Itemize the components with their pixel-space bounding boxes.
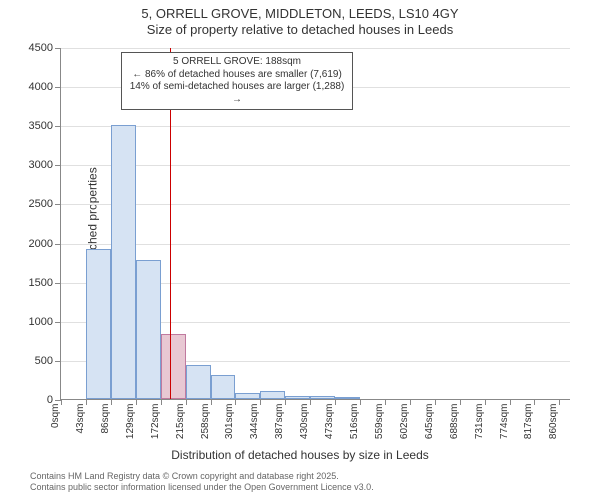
x-tick-label: 559sqm bbox=[374, 404, 385, 440]
x-tick-label: 215sqm bbox=[175, 404, 186, 440]
footer-line1: Contains HM Land Registry data © Crown c… bbox=[30, 471, 374, 483]
histogram-bar bbox=[235, 393, 260, 399]
x-tick bbox=[310, 399, 311, 405]
x-tick bbox=[410, 399, 411, 405]
x-tick-label: 774sqm bbox=[499, 404, 510, 440]
histogram-bar bbox=[335, 397, 360, 399]
x-tick-label: 817sqm bbox=[523, 404, 534, 440]
x-tick bbox=[335, 399, 336, 405]
histogram-bar bbox=[310, 396, 335, 399]
gridline-h bbox=[61, 165, 570, 166]
x-tick-label: 301sqm bbox=[224, 404, 235, 440]
x-tick-label: 430sqm bbox=[299, 404, 310, 440]
y-tick-label: 4000 bbox=[29, 81, 61, 93]
annotation-line1: 5 ORRELL GROVE: 188sqm bbox=[128, 56, 346, 69]
x-tick-label: 387sqm bbox=[274, 404, 285, 440]
y-tick-label: 1000 bbox=[29, 316, 61, 328]
x-tick-label: 860sqm bbox=[548, 404, 559, 440]
x-tick bbox=[534, 399, 535, 405]
y-tick-label: 2500 bbox=[29, 198, 61, 210]
x-tick-label: 0sqm bbox=[50, 404, 61, 428]
x-tick bbox=[86, 399, 87, 405]
histogram-bar bbox=[111, 125, 136, 399]
histogram-bar bbox=[161, 334, 186, 399]
x-tick-label: 43sqm bbox=[75, 404, 86, 434]
annotation-line2: ← 86% of detached houses are smaller (7,… bbox=[128, 69, 346, 82]
x-tick bbox=[385, 399, 386, 405]
x-tick-label: 129sqm bbox=[125, 404, 136, 440]
annotation-box: 5 ORRELL GROVE: 188sqm ← 86% of detached… bbox=[121, 52, 353, 110]
y-tick-label: 3000 bbox=[29, 159, 61, 171]
histogram-bar bbox=[186, 365, 211, 399]
x-tick-label: 344sqm bbox=[249, 404, 260, 440]
x-tick bbox=[360, 399, 361, 405]
x-tick-label: 516sqm bbox=[349, 404, 360, 440]
x-axis-label: Distribution of detached houses by size … bbox=[171, 448, 429, 462]
histogram-bar bbox=[260, 391, 285, 399]
histogram-bar bbox=[285, 396, 310, 399]
histogram-bar bbox=[86, 249, 111, 399]
y-tick-label: 1500 bbox=[29, 277, 61, 289]
histogram-bar bbox=[136, 260, 161, 399]
gridline-h bbox=[61, 126, 570, 127]
x-tick-label: 645sqm bbox=[424, 404, 435, 440]
gridline-h bbox=[61, 244, 570, 245]
footer: Contains HM Land Registry data © Crown c… bbox=[30, 471, 374, 494]
x-tick-label: 172sqm bbox=[150, 404, 161, 440]
y-tick-label: 500 bbox=[35, 355, 61, 367]
gridline-h bbox=[61, 48, 570, 49]
x-tick bbox=[260, 399, 261, 405]
x-tick-label: 258sqm bbox=[200, 404, 211, 440]
plot-area: 0500100015002000250030003500400045000sqm… bbox=[60, 48, 570, 400]
x-tick-label: 602sqm bbox=[399, 404, 410, 440]
x-tick-label: 731sqm bbox=[474, 404, 485, 440]
y-tick-label: 2000 bbox=[29, 238, 61, 250]
y-tick-label: 4500 bbox=[29, 42, 61, 54]
annotation-line3: 14% of semi-detached houses are larger (… bbox=[128, 81, 346, 106]
x-tick bbox=[235, 399, 236, 405]
x-tick bbox=[285, 399, 286, 405]
x-tick-label: 688sqm bbox=[449, 404, 460, 440]
footer-line2: Contains public sector information licen… bbox=[30, 482, 374, 494]
title-line2: Size of property relative to detached ho… bbox=[0, 22, 600, 37]
histogram-bar bbox=[211, 375, 236, 399]
y-tick-label: 3500 bbox=[29, 120, 61, 132]
x-tick-label: 86sqm bbox=[100, 404, 111, 434]
title-block: 5, ORRELL GROVE, MIDDLETON, LEEDS, LS10 … bbox=[0, 0, 600, 37]
x-tick bbox=[559, 399, 560, 405]
chart-container: 5, ORRELL GROVE, MIDDLETON, LEEDS, LS10 … bbox=[0, 0, 600, 500]
x-tick bbox=[61, 399, 62, 405]
gridline-h bbox=[61, 204, 570, 205]
title-line1: 5, ORRELL GROVE, MIDDLETON, LEEDS, LS10 … bbox=[0, 6, 600, 21]
x-tick-label: 473sqm bbox=[324, 404, 335, 440]
